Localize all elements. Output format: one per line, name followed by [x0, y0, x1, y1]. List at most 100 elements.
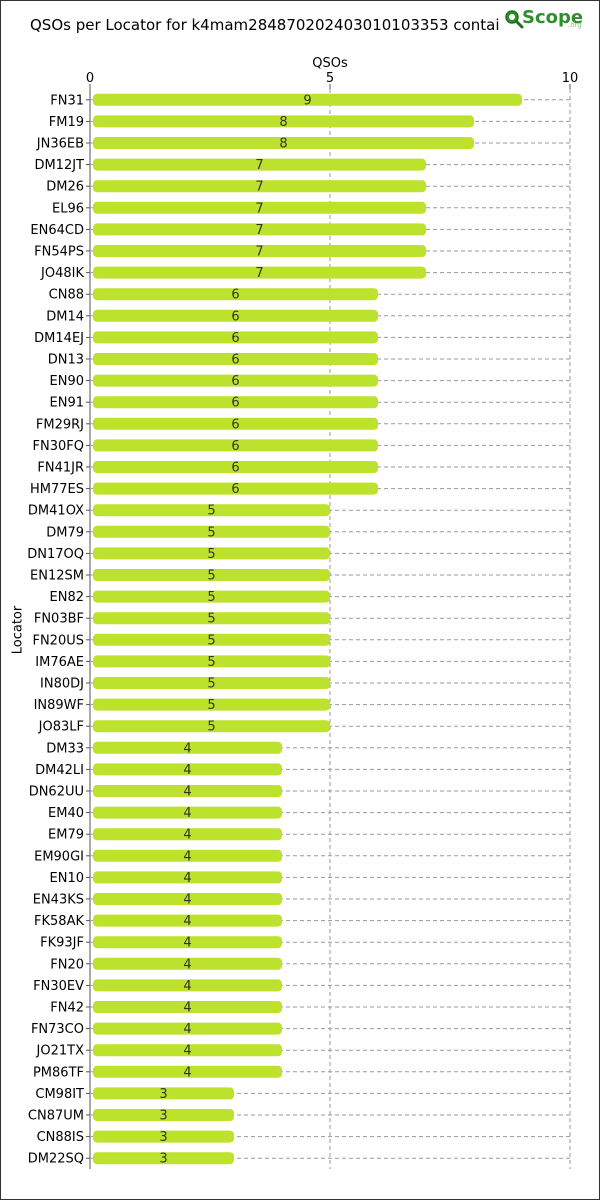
bar-value-label: 4	[183, 936, 191, 951]
bar-value-label: 4	[183, 1022, 191, 1037]
bar-value-label: 4	[183, 871, 191, 886]
bar	[93, 936, 282, 949]
bar-value-label: 3	[159, 1130, 167, 1145]
bar-value-label: 5	[207, 590, 215, 605]
bar	[93, 677, 330, 689]
bar	[93, 115, 474, 128]
bar-value-label: 6	[231, 331, 239, 346]
bar	[93, 1065, 282, 1078]
y-tick-label: FN73CO	[31, 1022, 84, 1037]
y-tick-label: DN17OQ	[27, 547, 84, 562]
x-axis-label: QSOs	[312, 56, 348, 71]
y-tick-label: EN43KS	[33, 893, 84, 908]
bar	[93, 633, 330, 646]
bar	[93, 1022, 282, 1035]
y-tick-label: FN20US	[32, 633, 84, 648]
bar-value-label: 5	[207, 612, 215, 627]
bar-value-label: 5	[207, 655, 215, 670]
bar	[93, 353, 378, 365]
y-tick-label: EN10	[50, 871, 84, 886]
bar-value-label: 4	[183, 828, 191, 843]
bar	[93, 569, 330, 581]
bar-value-label: 7	[255, 245, 263, 260]
bar-value-label: 6	[231, 353, 239, 368]
bar	[93, 266, 426, 279]
bar	[93, 223, 426, 236]
y-tick-label: FK93JF	[40, 936, 84, 951]
y-tick-label: HM77ES	[30, 482, 84, 497]
y-tick-label: FN42	[50, 1001, 84, 1016]
bar	[93, 828, 282, 841]
bar-value-label: 3	[159, 1087, 167, 1102]
bar-value-label: 3	[159, 1152, 167, 1167]
bar-value-label: 4	[183, 957, 191, 972]
bar	[93, 763, 282, 776]
y-tick-label: EN64CD	[30, 223, 84, 238]
y-tick-label: CM98IT	[35, 1087, 84, 1102]
bar-value-label: 7	[255, 266, 263, 281]
bar-value-label: 6	[231, 396, 239, 411]
bar-value-label: 6	[231, 439, 239, 454]
bar-value-label: 4	[183, 763, 191, 778]
bar	[93, 871, 282, 884]
bar-value-label: 3	[159, 1109, 167, 1124]
logo-tld: .org	[568, 21, 582, 29]
bar-value-label: 4	[183, 979, 191, 994]
y-tick-label: EN90	[50, 374, 84, 389]
y-tick-label: EM79	[48, 828, 84, 843]
x-tick-label: 5	[326, 71, 334, 86]
y-tick-label: EM90GI	[34, 849, 84, 864]
bar-value-label: 4	[183, 741, 191, 756]
bar	[93, 590, 330, 603]
bar	[93, 741, 282, 754]
bar-value-label: 4	[183, 1044, 191, 1059]
y-tick-label: DM42LI	[35, 763, 84, 778]
bar	[93, 288, 378, 301]
bar	[93, 893, 282, 905]
bar	[93, 309, 378, 322]
y-tick-label: DM33	[46, 741, 84, 756]
y-tick-label: EN12SM	[30, 569, 84, 584]
bar	[93, 979, 282, 992]
bar-value-label: 6	[231, 461, 239, 476]
bar-value-label: 4	[183, 1065, 191, 1080]
y-tick-label: EN91	[50, 396, 84, 411]
y-tick-label: JO48IK	[40, 266, 84, 281]
bar	[93, 1001, 282, 1013]
y-tick-label: DM12JT	[34, 158, 84, 173]
y-tick-label: DM79	[46, 525, 84, 540]
y-tick-label: IM76AE	[35, 655, 84, 670]
y-tick-label: JO21TX	[36, 1044, 85, 1059]
logo-text: Scope	[522, 7, 584, 28]
bar-value-label: 6	[231, 288, 239, 303]
bar-value-label: 5	[207, 525, 215, 540]
bar	[93, 957, 282, 970]
bar	[93, 504, 330, 517]
bar	[93, 201, 426, 214]
y-tick-label: FM29RJ	[36, 417, 84, 432]
y-tick-label: FM19	[49, 115, 84, 130]
qscope-logo[interactable]: Scope .org	[502, 4, 590, 38]
y-tick-label: EM40	[48, 806, 84, 821]
bar-value-label: 6	[231, 482, 239, 497]
bar-value-label: 4	[183, 785, 191, 800]
bar	[93, 482, 378, 495]
bar	[93, 547, 330, 560]
y-tick-label: CN88IS	[37, 1130, 84, 1145]
bar	[93, 849, 282, 862]
y-tick-label: FN54PS	[34, 245, 84, 260]
chart-title: QSOs per Locator for k4mam28487020240301…	[30, 16, 500, 34]
bar-value-label: 8	[279, 137, 287, 152]
bar	[93, 137, 474, 149]
bar	[93, 1109, 234, 1121]
bar-value-label: 5	[207, 633, 215, 648]
y-tick-label: DM14	[46, 309, 84, 324]
bar	[93, 439, 378, 452]
bar	[93, 785, 282, 797]
y-tick-label: DM26	[46, 180, 84, 195]
bar	[93, 612, 330, 625]
x-tick-label: 0	[86, 71, 94, 86]
bar	[93, 525, 330, 538]
bar	[93, 331, 378, 344]
